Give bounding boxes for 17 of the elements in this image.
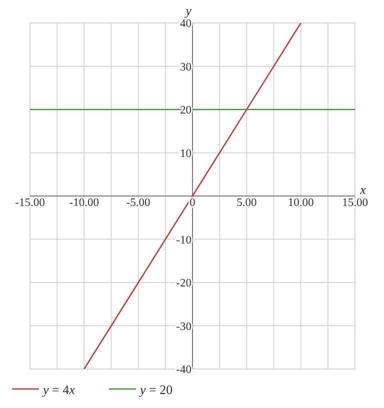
- x-tick-label: 15.00: [342, 197, 368, 209]
- y-tick-label: -30: [176, 320, 192, 333]
- legend-label: y = 20: [138, 382, 173, 397]
- legend-label: y = 4x: [41, 382, 76, 397]
- y-tick-label: 40: [180, 18, 192, 30]
- x-tick-label: -15.00: [15, 197, 46, 209]
- x-tick-label: 10.00: [288, 197, 314, 209]
- y-tick-label: -20: [176, 278, 192, 290]
- y-tick-label: -10: [176, 234, 192, 246]
- x-tick-label: 5.00: [236, 197, 257, 209]
- y-tick-label: -40: [176, 364, 192, 376]
- x-axis-title: x: [359, 182, 366, 197]
- x-tick-label: -5.00: [126, 197, 151, 209]
- y-tick-label: 10: [180, 148, 192, 160]
- y-tick-label: 30: [180, 61, 192, 74]
- y-axis-title: y: [184, 3, 192, 18]
- x-tick-label: -10.00: [69, 197, 100, 209]
